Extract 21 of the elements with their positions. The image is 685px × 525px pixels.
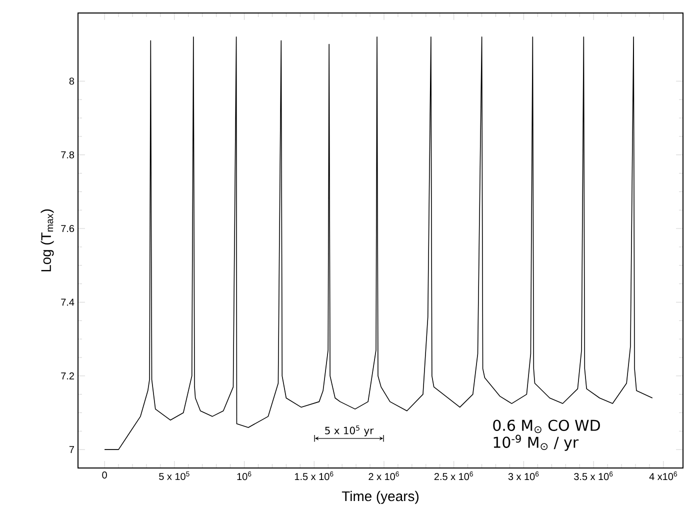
line-series	[104, 36, 653, 450]
y-tick-label: 8	[69, 78, 74, 85]
y-tick-label: 7.6	[61, 225, 74, 232]
annotation: 10$^{-9}$ M$_{⊙}$ / yr	[494, 434, 579, 451]
x-tick-label: 2.5 x 10$^{6}$	[434, 472, 473, 480]
x-tick-label: 10$^{6}$	[237, 472, 252, 480]
x-tick-label: 1.5 x 10$^{6}$	[294, 472, 334, 480]
x-tick-label: 3.5 x 10$^{6}$	[574, 472, 613, 480]
x-tick-label: 0	[102, 472, 107, 479]
y-tick-label: 7	[69, 446, 74, 454]
x-axis-title: Time (years)	[342, 490, 418, 504]
x-tick-label: 5 x 10$^{5}$	[159, 472, 190, 480]
y-tick-label: 7.4	[61, 298, 74, 306]
y-axis-title: Log (T$_{max}$)	[40, 209, 54, 272]
annotation: 0.6 M$_{⊙}$ CO WD	[493, 420, 600, 434]
x-tick-label: 2 x 10$^{6}$	[368, 472, 399, 480]
y-tick-label: 7.2	[61, 372, 74, 380]
x-tick-label: 3 x 10$^{6}$	[508, 472, 539, 480]
y-tick-label: 7.8	[61, 151, 74, 158]
x-tick-label: 4 x10$^{6}$	[649, 472, 678, 480]
annotation: 5 x 10$^{5}$ yr	[325, 425, 374, 436]
